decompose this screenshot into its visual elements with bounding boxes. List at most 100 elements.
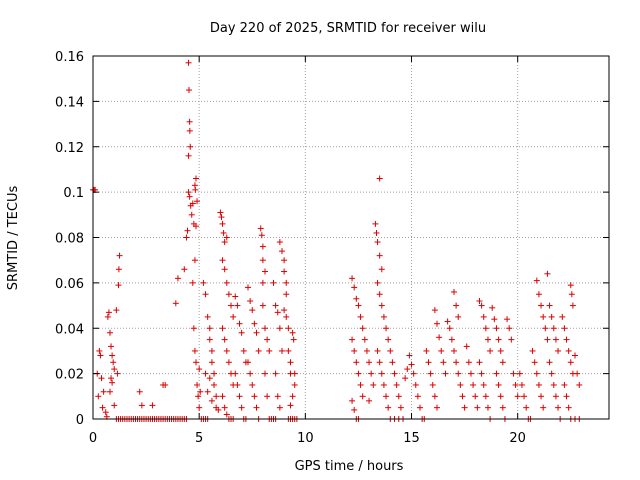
data-point [461, 404, 468, 411]
data-point [376, 252, 383, 259]
data-point [253, 329, 260, 336]
data-point [259, 243, 266, 250]
data-point [204, 388, 211, 395]
data-point [197, 388, 204, 395]
data-point [378, 370, 385, 377]
data-point [220, 229, 227, 236]
chart-title: Day 220 of 2025, SRMTID for receiver wil… [210, 21, 486, 36]
data-point [406, 352, 413, 359]
data-point [192, 186, 199, 193]
data-point [487, 347, 494, 354]
data-point [404, 366, 411, 373]
data-point [561, 381, 568, 388]
data-point [191, 347, 198, 354]
data-point [410, 370, 417, 377]
data-point [436, 334, 443, 341]
data-point [215, 406, 222, 413]
data-point [393, 381, 400, 388]
y-tick-labels: 0 0.02 0.04 0.06 0.08 0.1 0.12 0.14 0.16 [55, 50, 84, 428]
data-point [208, 359, 215, 366]
data-point [219, 325, 226, 332]
data-point [287, 402, 294, 409]
data-point [349, 336, 356, 343]
data-point [376, 291, 383, 298]
data-point [192, 223, 199, 230]
data-point [281, 268, 288, 275]
data-point [225, 291, 232, 298]
data-point [444, 318, 451, 325]
data-point [204, 313, 211, 320]
data-point [110, 359, 117, 366]
data-point [355, 302, 362, 309]
data-point [174, 275, 181, 282]
data-point [383, 325, 390, 332]
data-point [374, 279, 381, 286]
data-point [223, 234, 230, 241]
data-point [351, 406, 358, 413]
data-points [90, 59, 583, 422]
data-point [114, 370, 121, 377]
data-point [457, 381, 464, 388]
data-point [373, 229, 380, 236]
data-point [251, 393, 258, 400]
data-point [489, 304, 496, 311]
data-point [218, 214, 225, 221]
data-point [272, 302, 279, 309]
data-point [431, 393, 438, 400]
data-point [213, 393, 220, 400]
data-point [283, 313, 290, 320]
data-point [372, 220, 379, 227]
data-point [108, 343, 115, 350]
data-point [96, 347, 103, 354]
data-point [351, 284, 358, 291]
y-axis-label: SRMTID / TECUs [6, 186, 21, 291]
data-point [219, 257, 226, 264]
data-point [206, 325, 213, 332]
x-axis-label: GPS time / hours [295, 459, 404, 474]
data-point [109, 379, 116, 386]
data-point [349, 397, 356, 404]
data-point [236, 393, 243, 400]
y-tick-label: 0.06 [55, 277, 84, 292]
data-point [136, 388, 143, 395]
data-point [565, 347, 572, 354]
data-point [99, 404, 106, 411]
data-point [446, 325, 453, 332]
data-point [225, 359, 232, 366]
data-point [535, 291, 542, 298]
data-point [448, 336, 455, 343]
data-point [374, 347, 381, 354]
data-point [98, 375, 105, 382]
data-point [351, 347, 358, 354]
data-point [238, 329, 245, 336]
data-point [272, 370, 279, 377]
data-point [552, 336, 559, 343]
data-point [221, 239, 228, 246]
data-point [221, 336, 228, 343]
data-point [278, 248, 285, 255]
data-point [429, 381, 436, 388]
data-point [274, 309, 281, 316]
data-point [455, 313, 462, 320]
data-point [383, 393, 390, 400]
data-point [113, 307, 120, 314]
data-point [196, 404, 203, 411]
x-tick-label: 10 [297, 431, 314, 446]
data-point [195, 393, 202, 400]
data-point [476, 359, 483, 366]
data-point [506, 325, 513, 332]
data-point [559, 313, 566, 320]
data-point [495, 336, 502, 343]
data-point [512, 381, 519, 388]
data-point [230, 313, 237, 320]
data-point [270, 279, 277, 286]
data-point [385, 404, 392, 411]
data-point [378, 302, 385, 309]
data-point [249, 381, 256, 388]
data-point [264, 336, 271, 343]
data-point [162, 381, 169, 388]
data-point [550, 325, 557, 332]
data-point [97, 352, 104, 359]
data-point [459, 393, 466, 400]
data-point [499, 404, 506, 411]
